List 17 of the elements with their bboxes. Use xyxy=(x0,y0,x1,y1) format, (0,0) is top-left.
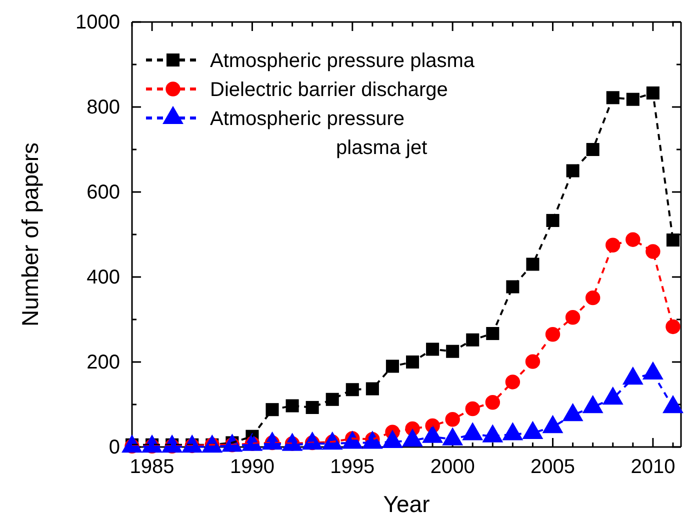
x-tick-label: 1990 xyxy=(230,456,274,478)
x-tick-label: 2000 xyxy=(430,456,475,478)
y-tick-label: 800 xyxy=(86,96,120,118)
x-tick-label: 1995 xyxy=(330,456,375,478)
y-tick-label: 400 xyxy=(86,266,120,288)
x-tick-label: 2010 xyxy=(630,456,676,478)
x-tick-label: 1985 xyxy=(130,456,174,478)
y-tick-label: 200 xyxy=(86,351,120,374)
legend-label: Dielectric barrier discharge xyxy=(210,79,448,101)
y-axis-title: Number of papers xyxy=(17,142,43,327)
legend-label: Atmospheric pressure plasma xyxy=(210,50,476,72)
y-tick-label: 1000 xyxy=(76,11,120,34)
y-tick-label: 0 xyxy=(108,436,120,458)
y-tick-label: 600 xyxy=(86,181,120,204)
x-tick-label: 2005 xyxy=(530,456,576,478)
x-axis-title: Year xyxy=(383,491,430,517)
legend-label: Atmospheric pressure plasma jet xyxy=(210,108,428,159)
